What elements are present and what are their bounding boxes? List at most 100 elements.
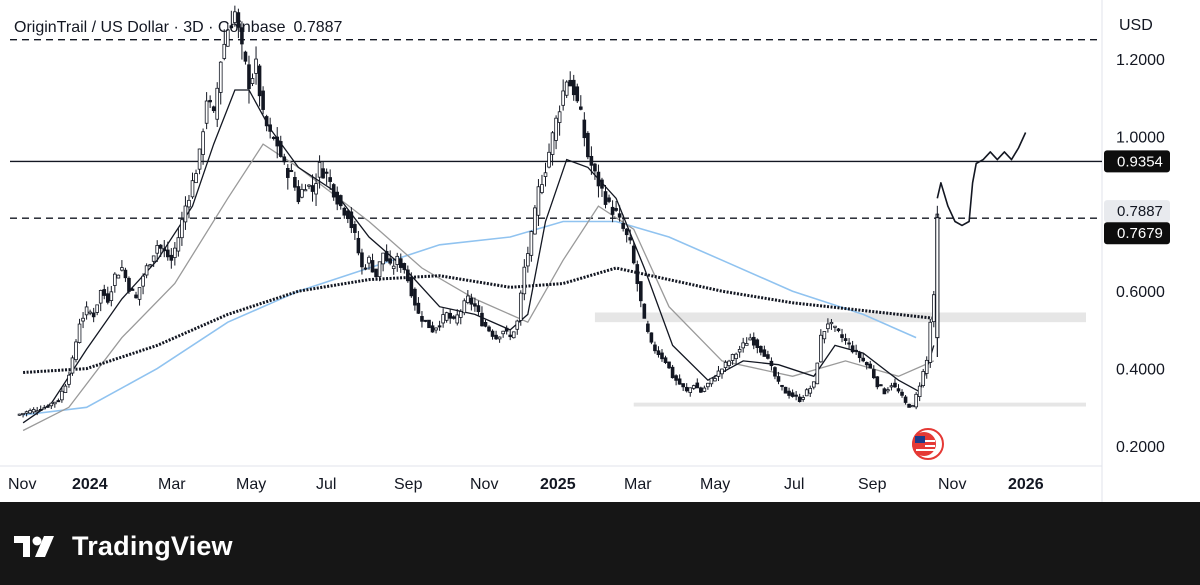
x-tick-label-5: Sep [394, 476, 423, 493]
candle-body [868, 363, 873, 369]
candle-body [900, 391, 904, 396]
candle-body [173, 247, 177, 258]
candle-body [335, 191, 340, 205]
candle-body [458, 311, 463, 318]
candle-body [56, 400, 61, 403]
candle-body [194, 173, 198, 184]
candle-body [561, 90, 565, 106]
candle-body [861, 357, 865, 362]
candle-body [564, 81, 569, 96]
candle-body [211, 106, 216, 112]
candle-body [766, 354, 770, 359]
candle-body [402, 263, 407, 270]
candle-body [162, 248, 167, 252]
price-label-box-1 [1104, 200, 1170, 223]
candle-body [377, 261, 382, 278]
candle-body [522, 266, 527, 295]
candle-body [787, 390, 791, 396]
candle-body [769, 360, 774, 367]
candle-body [427, 319, 431, 329]
candle-body [183, 205, 188, 223]
candle-body [624, 228, 629, 236]
candle-body [631, 245, 636, 264]
projection-drawing [936, 132, 1027, 227]
candle-body [261, 90, 265, 110]
candle-body [38, 408, 43, 411]
candle-body [907, 403, 911, 408]
candlesticks [17, 5, 940, 418]
candle-body [236, 12, 241, 28]
candle-body [49, 402, 54, 407]
candle-body [388, 258, 392, 264]
x-tick-label-7: 2025 [540, 476, 576, 493]
candle-body [215, 87, 220, 120]
candle-body [917, 385, 922, 397]
candle-body [886, 389, 890, 392]
candle-body [155, 245, 160, 254]
candle-body [924, 359, 929, 374]
candle-body [331, 184, 336, 198]
candle-body [84, 306, 89, 316]
candle-body [24, 411, 29, 414]
x-tick-label-3: May [236, 476, 266, 493]
candle-body [187, 199, 191, 208]
candle-body [240, 27, 244, 45]
candle-body [607, 197, 611, 202]
candle-body [529, 231, 534, 256]
candle-body [473, 303, 477, 307]
candle-body [903, 396, 908, 403]
candle-body [430, 325, 435, 333]
candle-body [98, 290, 103, 304]
candle-body [515, 320, 520, 330]
candle-body [282, 156, 287, 163]
candle-body [123, 269, 128, 279]
candle-body [321, 168, 325, 179]
candle-body [130, 288, 135, 291]
price-label-2: 0.7679 [1117, 225, 1163, 242]
candle-body [889, 385, 894, 388]
candle-body [381, 252, 385, 265]
candle-body [776, 376, 781, 382]
candle-body [229, 25, 234, 29]
candle-body [614, 208, 618, 211]
candle-body [264, 116, 269, 127]
candle-body [314, 183, 318, 195]
us-flag-event-icon[interactable] [912, 428, 944, 460]
candle-body [847, 342, 851, 345]
candle-body [17, 413, 22, 416]
candle-body [180, 219, 184, 239]
candle-body [695, 382, 700, 389]
y-tick-label-4: 0.2000 [1116, 439, 1165, 456]
candle-body [819, 334, 823, 363]
candle-body [303, 189, 308, 192]
candle-body [35, 410, 39, 413]
candle-body [854, 349, 858, 352]
candle-body [734, 353, 738, 360]
candle-body [783, 386, 788, 394]
candle-body [434, 327, 438, 331]
candle-body [455, 314, 460, 324]
candle-body [268, 124, 272, 132]
candle-body [501, 330, 505, 335]
price-axis-ticks: 1.2000 1.0000 0.6000 0.4000 0.2000 [1116, 52, 1165, 456]
tradingview-brand[interactable]: TradingView [14, 526, 233, 566]
chart-background [0, 0, 1200, 502]
candle-body [790, 392, 795, 397]
candle-body [610, 206, 615, 215]
candle-body [575, 86, 580, 102]
candle-body [483, 321, 488, 327]
candle-body [367, 256, 371, 264]
candle-body [797, 396, 802, 402]
candle-body [102, 289, 107, 296]
candle-body [850, 345, 855, 353]
zone-0 [594, 312, 1086, 323]
price-label-1: 0.7887 [1117, 203, 1163, 220]
candle-body [589, 155, 594, 166]
candle-body [420, 316, 424, 322]
candle-body [151, 255, 156, 262]
price-label-box-2 [1104, 222, 1170, 245]
candle-body [684, 386, 689, 392]
candle-body [762, 349, 767, 357]
